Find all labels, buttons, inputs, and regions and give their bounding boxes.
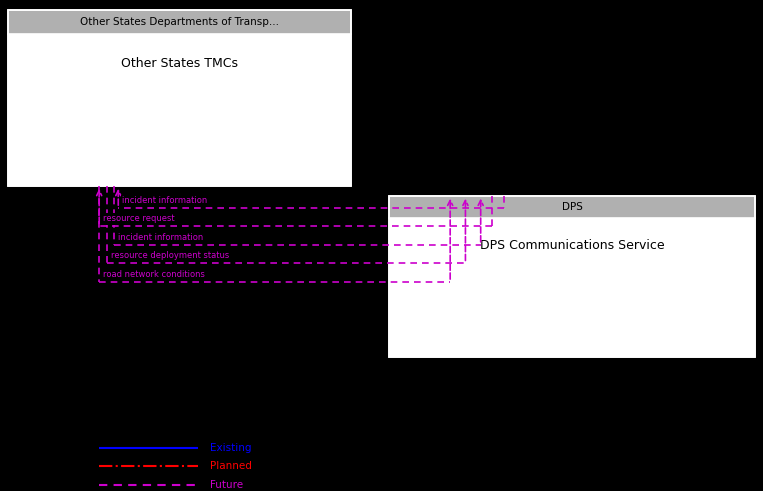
Text: Other States TMCs: Other States TMCs bbox=[121, 57, 238, 70]
Bar bbox=[389, 196, 755, 218]
Bar bbox=[8, 10, 351, 186]
Text: Future: Future bbox=[210, 480, 243, 490]
Text: Other States Departments of Transp...: Other States Departments of Transp... bbox=[80, 17, 278, 27]
Text: DPS: DPS bbox=[562, 202, 583, 212]
Text: road network conditions: road network conditions bbox=[103, 270, 205, 279]
Bar bbox=[389, 218, 755, 357]
Text: DPS Communications Service: DPS Communications Service bbox=[480, 239, 665, 252]
Text: resource request: resource request bbox=[103, 214, 175, 223]
Bar bbox=[389, 196, 755, 357]
Text: resource deployment status: resource deployment status bbox=[111, 251, 229, 260]
Text: incident information: incident information bbox=[122, 196, 208, 205]
Bar bbox=[8, 34, 351, 186]
Text: incident information: incident information bbox=[118, 233, 204, 242]
Text: Existing: Existing bbox=[210, 443, 251, 453]
Bar bbox=[8, 10, 351, 34]
Text: Planned: Planned bbox=[210, 462, 252, 471]
